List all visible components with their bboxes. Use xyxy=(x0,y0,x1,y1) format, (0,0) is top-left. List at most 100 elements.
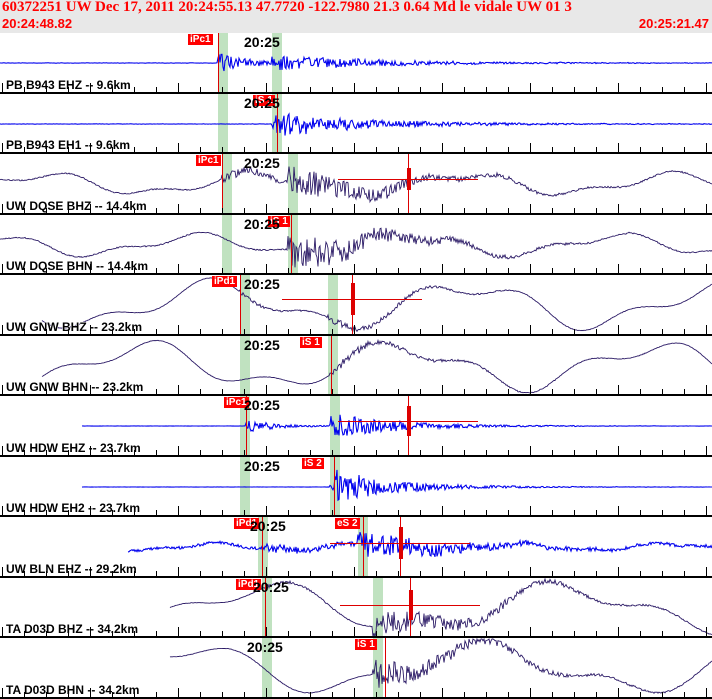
pick-label-tag[interactable]: iS 1 xyxy=(300,336,322,348)
amplitude-marker-baseline xyxy=(340,604,480,606)
trace-panel[interactable]: iPd1 eS 2 20:25 UW BLN EHZ -- 29.2km xyxy=(0,517,712,578)
axis-tick xyxy=(574,449,575,455)
trace-panel[interactable]: iS 2 20:25 UW HDW EH2 -- 23.7km xyxy=(0,456,712,517)
axis-tick xyxy=(46,86,47,92)
pick-label-tag[interactable]: iPc1 xyxy=(224,397,249,408)
axis-tick xyxy=(552,328,553,334)
trace-panel[interactable]: iPd1 20:25 UW GNW BHZ -- 23.2km xyxy=(0,275,712,336)
minute-time-label: 20:25 xyxy=(244,336,280,353)
axis-tick xyxy=(2,445,3,455)
pick-marker-line[interactable] xyxy=(265,577,266,638)
axis-tick xyxy=(596,328,597,334)
axis-tick xyxy=(508,207,509,213)
axis-tick xyxy=(156,86,157,92)
pick-marker-line[interactable] xyxy=(240,275,241,335)
axis-tick xyxy=(574,510,575,515)
axis-tick xyxy=(46,268,47,273)
amplitude-marker-baseline xyxy=(338,179,478,180)
time-axis xyxy=(0,627,712,638)
axis-tick xyxy=(376,86,377,92)
axis-tick xyxy=(266,627,267,636)
trace-panel[interactable]: iPc1 20:25 UW DQSE BHZ -- 14.4km xyxy=(0,154,712,215)
axis-tick xyxy=(332,631,333,636)
axis-tick xyxy=(2,82,3,92)
axis-tick xyxy=(134,691,135,697)
time-axis xyxy=(0,445,712,457)
pick-marker-line[interactable] xyxy=(246,396,247,456)
trace-station-label: PB B943 EHZ -- 9.6km xyxy=(6,77,131,92)
axis-tick xyxy=(178,687,179,697)
pick-label-tag[interactable]: iS 1 xyxy=(268,215,290,227)
axis-tick xyxy=(486,570,487,576)
pick-marker-line[interactable] xyxy=(385,638,386,698)
waveform-trace xyxy=(81,469,712,501)
trace-panel[interactable]: iS 1 20:25 UW DQSE BHN -- 14.4km xyxy=(0,214,712,275)
axis-tick xyxy=(530,324,531,334)
pick-label-tag[interactable]: eS 2 xyxy=(335,518,360,529)
trace-panel[interactable]: iPc1 20:25 UW HDW EHZ -- 23.7km xyxy=(0,396,712,457)
axis-tick xyxy=(2,385,3,394)
axis-tick xyxy=(464,691,465,697)
trace-station-label: UW HDW EHZ -- 23.7km xyxy=(6,440,141,455)
axis-tick xyxy=(508,86,509,92)
trace-panel[interactable]: iPc1 20:25 PB B943 EHZ -- 9.6km xyxy=(0,33,712,94)
axis-tick xyxy=(354,445,355,455)
axis-tick xyxy=(90,324,91,334)
pick-label-tag[interactable]: iPd1 xyxy=(234,518,260,529)
axis-tick xyxy=(640,691,641,697)
axis-tick xyxy=(596,570,597,576)
pick-label-tag[interactable]: iS 2 xyxy=(302,457,324,469)
axis-tick xyxy=(442,385,443,394)
axis-tick xyxy=(640,631,641,636)
trace-panel[interactable]: iS 1 20:25 TA D03D BHN -- 34.2km xyxy=(0,638,712,699)
axis-tick xyxy=(46,691,47,697)
pick-marker-line[interactable] xyxy=(262,517,263,577)
axis-tick xyxy=(244,86,245,92)
axis-tick xyxy=(596,207,597,213)
pick-label-tag[interactable]: iPc1 xyxy=(188,34,213,45)
axis-tick xyxy=(310,207,311,213)
pick-marker-line[interactable] xyxy=(363,517,364,577)
trace-station-label: UW BLN EHZ -- 29.2km xyxy=(6,561,137,576)
axis-tick xyxy=(442,627,443,636)
pick-label-tag[interactable]: iPd1 xyxy=(236,578,262,590)
axis-tick xyxy=(684,389,685,394)
trace-panel[interactable]: iS 1 20:25 UW GNW BHN -- 23.2km xyxy=(0,335,712,396)
pick-marker-line[interactable] xyxy=(218,33,219,93)
axis-tick xyxy=(266,385,267,394)
axis-tick xyxy=(288,449,289,455)
trace-panel[interactable]: iPd1 20:25 TA D03D BHZ -- 34.2km xyxy=(0,577,712,638)
pick-label-tag[interactable]: iPd1 xyxy=(212,276,238,287)
axis-tick xyxy=(420,510,421,515)
time-axis xyxy=(0,385,712,396)
pick-marker-line[interactable] xyxy=(222,154,223,214)
minute-time-label: 20:25 xyxy=(244,94,280,111)
pick-marker-line[interactable] xyxy=(334,456,335,517)
axis-tick xyxy=(24,86,25,92)
pick-marker-line[interactable] xyxy=(331,335,332,396)
axis-tick xyxy=(552,389,553,394)
axis-tick xyxy=(332,570,333,576)
waveform-trace xyxy=(0,53,712,72)
pick-marker-line[interactable] xyxy=(277,93,278,154)
waveform-trace xyxy=(0,111,712,136)
axis-tick xyxy=(574,631,575,636)
axis-tick xyxy=(420,328,421,334)
pick-label-tag[interactable]: iS 1 xyxy=(355,639,377,650)
axis-tick xyxy=(486,328,487,334)
pick-marker-line[interactable] xyxy=(291,214,292,275)
axis-tick xyxy=(684,328,685,334)
minute-time-label: 20:25 xyxy=(250,518,286,534)
axis-tick xyxy=(46,449,47,455)
trace-panel[interactable]: iS 1 20:25 PB B943 EH1 -- 9.6km xyxy=(0,93,712,154)
time-axis xyxy=(0,203,712,215)
pick-label-tag[interactable]: iS 1 xyxy=(253,94,275,106)
pick-label-tag[interactable]: iPc1 xyxy=(196,155,221,166)
pick-window-band xyxy=(330,456,340,517)
axis-tick xyxy=(222,328,223,334)
axis-tick xyxy=(662,147,663,152)
axis-tick xyxy=(706,324,707,334)
axis-tick xyxy=(288,570,289,576)
axis-tick xyxy=(200,449,201,455)
axis-tick xyxy=(354,687,355,697)
